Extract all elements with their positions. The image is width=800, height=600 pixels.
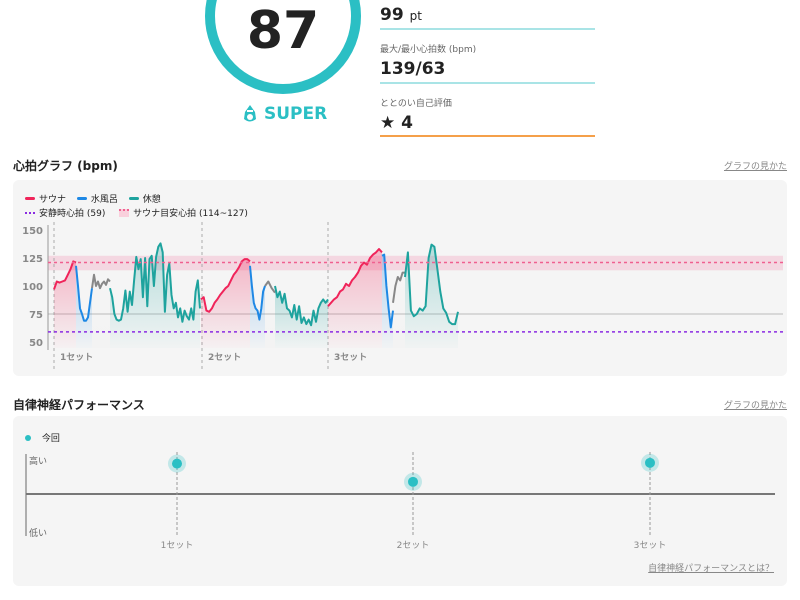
legend-swatch xyxy=(25,197,35,200)
area-rest xyxy=(405,244,458,348)
set-label: 1セット xyxy=(161,540,194,551)
legend-dot xyxy=(25,434,31,441)
y-tick-label: 125 xyxy=(22,254,43,265)
legend-rest: 休憩 xyxy=(142,195,161,205)
high-label: 高い xyxy=(29,457,48,467)
set-label: 3セット xyxy=(334,352,367,363)
legend: 今回 xyxy=(25,431,60,444)
set-label: 3セット xyxy=(634,540,667,551)
hr-value: 139/63 xyxy=(380,59,446,79)
area-transition xyxy=(393,272,405,348)
line-transition xyxy=(264,280,276,294)
score-value: 87 xyxy=(246,1,320,61)
area-transition xyxy=(92,274,110,348)
legend-current: 今回 xyxy=(41,434,60,444)
legend-swatch xyxy=(128,197,139,200)
area-sauna xyxy=(328,249,382,348)
heart-rate-chart: 150 125 100 75 50 1セット 2セット 3セット xyxy=(22,222,783,372)
autonomic-card: 今回 高い 低い 1セット 2セット 3セット 自律神経パフォーマンスとは？ xyxy=(13,416,787,586)
area-rest xyxy=(110,243,200,348)
line-water xyxy=(75,265,93,322)
area-water xyxy=(76,265,92,348)
legend-resting: 安静時心拍 (59) xyxy=(39,209,106,219)
line-transition xyxy=(392,271,405,303)
rank-badge: SUPER xyxy=(242,104,327,124)
area-sauna xyxy=(201,259,250,348)
autonomic-about-link[interactable]: 自律神経パフォーマンスとは？ xyxy=(648,564,774,574)
rank-label: SUPER xyxy=(264,104,328,124)
set-label: 2セット xyxy=(208,352,241,363)
line-rest xyxy=(404,243,459,326)
legend-target: サウナ目安心拍 (114~127) xyxy=(133,209,248,219)
rating-value: ★ 4 xyxy=(380,113,414,133)
heart-graph-help-link[interactable]: グラフの見かた xyxy=(723,162,787,172)
star-icon: ★ xyxy=(380,113,396,133)
y-tick-label: 50 xyxy=(29,338,43,349)
line-sauna xyxy=(327,248,383,307)
data-point xyxy=(408,476,418,487)
line-transition xyxy=(91,273,111,290)
divider xyxy=(380,28,595,30)
legend-swatch xyxy=(25,211,35,214)
heart-graph-card: サウナ 水風呂 休憩 安静時心拍 (59) サウナ目安心拍 (114~127) … xyxy=(13,180,787,376)
y-tick-label: 75 xyxy=(29,310,43,321)
heart-graph-title: 心拍グラフ (bpm) xyxy=(13,159,118,173)
points-value: 99 pt xyxy=(380,5,422,25)
legend-sauna: サウナ xyxy=(39,195,67,205)
line-water xyxy=(381,253,394,329)
divider xyxy=(380,135,595,137)
set-label: 2セット xyxy=(397,540,430,551)
legend-swatch xyxy=(76,197,87,200)
y-tick-label: 100 xyxy=(22,282,43,293)
area-water xyxy=(250,265,265,348)
line-rest xyxy=(274,285,329,327)
line-sauna xyxy=(53,260,77,290)
line-sauna xyxy=(200,258,251,313)
line-water xyxy=(249,265,266,321)
divider xyxy=(380,82,595,84)
set-label: 1セット xyxy=(60,352,93,363)
data-point xyxy=(645,457,655,468)
line-rest xyxy=(109,242,201,323)
autonomic-help-link[interactable]: グラフの見かた xyxy=(723,401,787,411)
autonomic-chart: 1セット 2セット 3セット xyxy=(25,452,775,551)
legend-swatch xyxy=(119,208,130,217)
legend: 安静時心拍 (59) サウナ目安心拍 (114~127) xyxy=(25,206,248,219)
legend: サウナ 水風呂 休憩 xyxy=(25,192,161,205)
autonomic-title: 自律神経パフォーマンス xyxy=(13,398,145,412)
area-sauna xyxy=(54,261,76,348)
data-point xyxy=(172,458,182,469)
low-label: 低い xyxy=(29,529,48,539)
hr-label: 最大/最小心拍数 (bpm) xyxy=(380,45,477,55)
legend-water: 水風呂 xyxy=(90,195,118,205)
y-tick-label: 150 xyxy=(22,226,43,237)
sauna-hat-icon xyxy=(244,105,256,122)
rating-label: ととのい自己評価 xyxy=(380,99,452,109)
